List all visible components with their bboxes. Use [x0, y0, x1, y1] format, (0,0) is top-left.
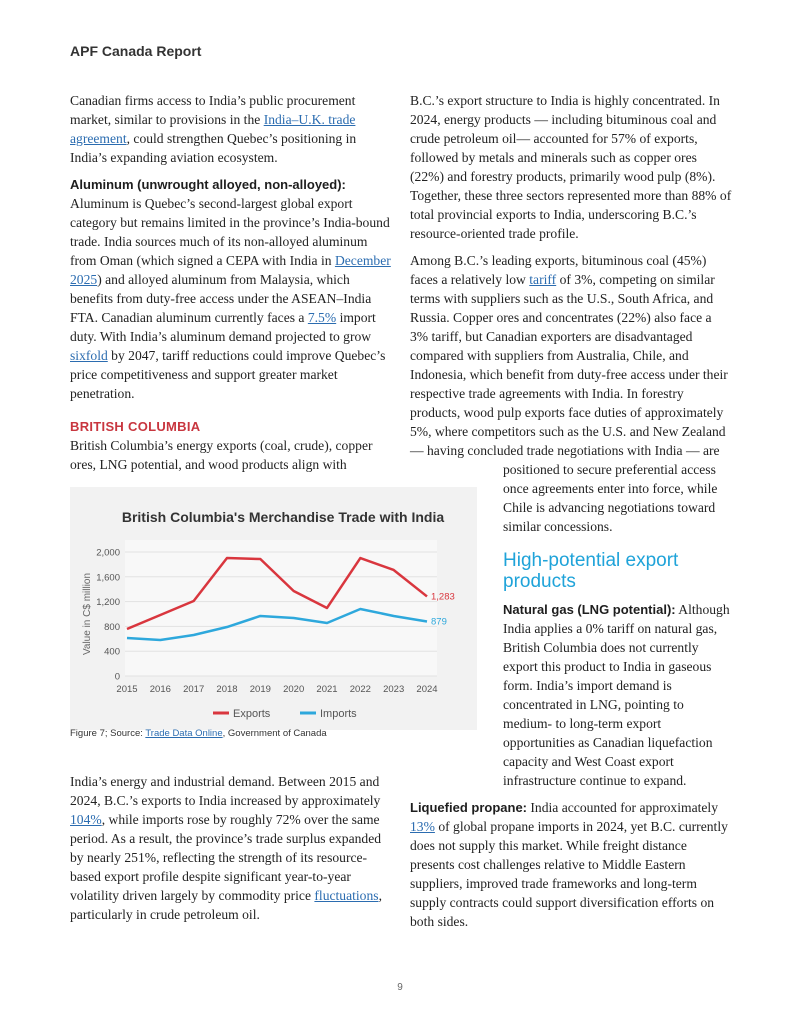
- legend-label: Exports: [233, 708, 271, 720]
- figure-caption: Figure 7; Source: Trade Data Online, Gov…: [70, 728, 327, 739]
- x-tick-label: 2020: [283, 684, 304, 695]
- chart-title: British Columbia's Merchandise Trade wit…: [122, 509, 444, 525]
- text: by 2047, tariff reductions could improve…: [70, 348, 386, 401]
- right-column: B.C.’s export structure to India is high…: [410, 91, 732, 939]
- y-tick-label: 400: [104, 647, 120, 658]
- page-number: 9: [397, 982, 403, 993]
- data-line: [126, 556, 428, 631]
- left-column-continued: India’s energy and industrial demand. Be…: [70, 772, 392, 932]
- lead-in: Aluminum (unwrought alloyed, non-alloyed…: [70, 177, 346, 192]
- text: Among B.C.’s leading exports, bituminous…: [410, 253, 707, 287]
- data-line: [126, 607, 428, 642]
- x-tick-label: 2017: [183, 684, 204, 695]
- paragraph: Canadian firms access to India’s public …: [70, 91, 392, 167]
- text: Figure 7; Source:: [70, 728, 146, 739]
- y-tick-label: 2,000: [96, 548, 120, 559]
- lead-in: Liquefied propane:: [410, 800, 527, 815]
- link[interactable]: Trade Data Online: [145, 728, 223, 739]
- x-tick-label: 2021: [316, 684, 337, 695]
- text: , while imports rose by roughly 72% over…: [70, 812, 382, 903]
- text: of 3%, competing on similar terms with s…: [410, 272, 728, 534]
- link[interactable]: 7.5%: [307, 310, 337, 325]
- left-column: Canadian firms access to India’s public …: [70, 91, 392, 482]
- x-tick-label: 2015: [116, 684, 137, 695]
- paragraph: Liquefied propane: India accounted for a…: [410, 798, 732, 931]
- text: ) and alloyed aluminum from Malaysia, wh…: [70, 272, 372, 325]
- y-tick-label: 800: [104, 622, 120, 633]
- x-tick-label: 2018: [216, 684, 237, 695]
- plot-area: [125, 540, 437, 676]
- paragraph: Aluminum (unwrought alloyed, non-alloyed…: [70, 175, 392, 403]
- chart: British Columbia's Merchandise Trade wit…: [70, 487, 477, 730]
- text: Canadian firms access to India’s public …: [70, 93, 356, 127]
- text: India’s energy and industrial demand. Be…: [70, 774, 381, 808]
- paragraph: Among B.C.’s leading exports, bituminous…: [410, 251, 732, 536]
- y-tick-label: 1,600: [96, 572, 120, 583]
- section-heading: High-potential export products: [503, 550, 679, 592]
- paragraph: British Columbia’s energy exports (coal,…: [70, 436, 392, 474]
- text: import duty. With India’s aluminum deman…: [70, 310, 376, 344]
- paragraph: Natural gas (LNG potential): Although In…: [410, 600, 732, 790]
- x-tick-label: 2019: [250, 684, 271, 695]
- data-label: 879: [431, 617, 447, 628]
- x-tick-label: 2024: [416, 684, 437, 695]
- data-label: 1,283: [431, 591, 455, 602]
- text: , could strengthen Quebec’s positioning …: [70, 131, 357, 165]
- link[interactable]: tariff: [529, 272, 557, 287]
- link[interactable]: fluctuations: [314, 888, 379, 903]
- y-axis-label: Value in C$ million: [82, 573, 93, 655]
- x-tick-label: 2022: [350, 684, 371, 695]
- link[interactable]: sixfold: [70, 348, 108, 363]
- x-tick-label: 2023: [383, 684, 404, 695]
- text: Although India applies a 0% tariff on na…: [503, 602, 730, 788]
- report-header: APF Canada Report: [70, 43, 202, 59]
- text: B.C.’s export structure to India is high…: [410, 93, 732, 241]
- x-tick-label: 2016: [150, 684, 171, 695]
- link[interactable]: 13%: [410, 819, 435, 834]
- link[interactable]: December 2025: [70, 253, 391, 287]
- paragraph: B.C.’s export structure to India is high…: [410, 91, 732, 243]
- paragraph: India’s energy and industrial demand. Be…: [70, 772, 392, 924]
- text: , Government of Canada: [222, 728, 327, 739]
- text: of global propane imports in 2024, yet B…: [410, 819, 728, 929]
- legend-label: Imports: [320, 708, 357, 720]
- lead-in: Natural gas (LNG potential):: [503, 602, 676, 617]
- y-tick-label: 0: [115, 672, 120, 683]
- text: British Columbia’s energy exports (coal,…: [70, 438, 373, 472]
- link[interactable]: 104%: [70, 812, 102, 827]
- text: India accounted for approximately: [527, 800, 718, 815]
- text: Aluminum is Quebec’s second-largest glob…: [70, 196, 390, 268]
- section-heading: BRITISH COLUMBIA: [70, 419, 201, 434]
- y-tick-label: 1,200: [96, 597, 120, 608]
- link[interactable]: India–U.K. trade agreement: [70, 112, 356, 146]
- text: , particularly in crude petroleum oil.: [70, 888, 382, 922]
